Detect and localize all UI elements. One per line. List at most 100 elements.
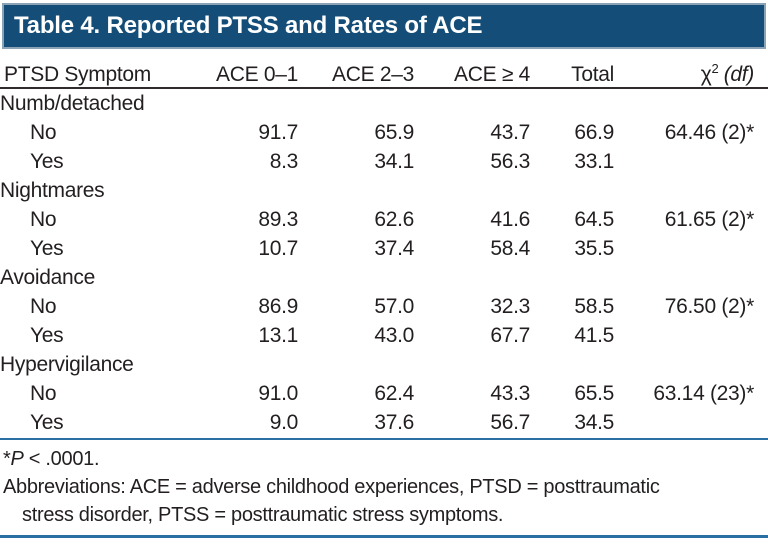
cell-chi-square <box>614 147 768 176</box>
chi-df-label: (df) <box>723 63 755 86</box>
cell-ace-0-1: 10.7 <box>258 237 298 260</box>
cell-ace-2-3 <box>298 350 414 379</box>
cell-ace-ge-4 <box>414 176 530 205</box>
cell-ace-ge-4: 43.3 <box>490 382 530 405</box>
cell-ace-2-3: 62.6 <box>374 208 414 231</box>
table-row: No 89.3 62.6 41.6 64.5 61.65 (2)* <box>0 205 768 234</box>
cell-ace-ge-4: 32.3 <box>490 295 530 318</box>
cell-ace-2-3 <box>298 88 414 118</box>
cell-ace-0-1 <box>210 88 298 118</box>
row-label: Yes <box>30 150 64 173</box>
cell-ace-ge-4: 56.3 <box>490 150 530 173</box>
cell-chi-square <box>614 263 768 292</box>
cell-total: 34.5 <box>574 411 614 434</box>
cell-ace-0-1: 86.9 <box>258 295 298 318</box>
cell-ace-0-1: 8.3 <box>269 150 299 173</box>
bottom-border-rule <box>0 535 768 538</box>
cell-ace-0-1: 91.7 <box>258 121 298 144</box>
cell-chi-square <box>614 350 768 379</box>
cell-ace-ge-4: 67.7 <box>490 324 530 347</box>
table-title-bar: Table 4. Reported PTSS and Rates of ACE <box>2 3 766 49</box>
significance-footnote: *P < .0001. <box>0 445 768 473</box>
col-header-ace-2-3: ACE 2–3 <box>298 52 414 89</box>
table-row: No 91.7 65.9 43.7 66.9 64.46 (2)* <box>0 118 768 147</box>
cell-chi-square <box>614 234 768 263</box>
significance-star: * <box>3 448 11 470</box>
table-row: Nightmares <box>0 176 768 205</box>
cell-ace-0-1: 91.0 <box>258 382 298 405</box>
cell-total <box>530 176 614 205</box>
cell-chi-square <box>614 176 768 205</box>
table-row: Yes 13.1 43.0 67.7 41.5 <box>0 321 768 350</box>
significance-p-symbol: P <box>10 448 24 470</box>
row-label: Numb/detached <box>0 92 145 115</box>
cell-chi-square: 63.14 (23)* <box>653 382 754 405</box>
cell-ace-ge-4 <box>414 263 530 292</box>
cell-total: 41.5 <box>574 324 614 347</box>
cell-ace-0-1 <box>210 176 298 205</box>
cell-ace-2-3 <box>298 176 414 205</box>
row-label: No <box>30 382 57 405</box>
cell-ace-2-3: 43.0 <box>374 324 414 347</box>
row-label: No <box>30 295 57 318</box>
table-title: Table 4. Reported PTSS and Rates of ACE <box>14 12 483 39</box>
cell-ace-ge-4: 43.7 <box>490 121 530 144</box>
row-label: Nightmares <box>0 179 105 202</box>
cell-total <box>530 263 614 292</box>
cell-chi-square: 61.65 (2)* <box>664 208 755 231</box>
cell-chi-square <box>614 321 768 350</box>
abbreviations-line-1: Abbreviations: ACE = adverse childhood e… <box>3 476 660 498</box>
cell-ace-2-3 <box>298 263 414 292</box>
cell-chi-square <box>614 408 768 437</box>
col-header-total: Total <box>530 52 614 89</box>
table-row: Avoidance <box>0 263 768 292</box>
cell-ace-0-1 <box>210 263 298 292</box>
row-label: Avoidance <box>0 266 95 289</box>
col-header-ptsd-symptom: PTSD Symptom <box>0 52 210 89</box>
cell-ace-2-3: 62.4 <box>374 382 414 405</box>
cell-ace-ge-4: 41.6 <box>490 208 530 231</box>
cell-ace-0-1: 13.1 <box>258 324 298 347</box>
cell-ace-ge-4 <box>414 350 530 379</box>
chi-symbol: χ <box>700 63 712 86</box>
cell-total: 33.1 <box>574 150 614 173</box>
cell-ace-ge-4: 58.4 <box>490 237 530 260</box>
table-row: Yes 9.0 37.6 56.7 34.5 <box>0 408 768 437</box>
abbreviations-line-2: stress disorder, PTSS = posttraumatic st… <box>22 504 504 526</box>
cell-chi-square: 76.50 (2)* <box>664 295 755 318</box>
table-row: No 86.9 57.0 32.3 58.5 76.50 (2)* <box>0 292 768 321</box>
cell-total: 35.5 <box>574 237 614 260</box>
col-header-ace-ge-4: ACE ≥ 4 <box>414 52 530 89</box>
cell-total: 65.5 <box>574 382 614 405</box>
table-header: PTSD Symptom ACE 0–1 ACE 2–3 ACE ≥ 4 Tot… <box>0 52 768 89</box>
cell-ace-0-1: 89.3 <box>258 208 298 231</box>
cell-ace-0-1 <box>210 350 298 379</box>
row-label: Yes <box>30 411 64 434</box>
footnotes-section: *P < .0001. Abbreviations: ACE = adverse… <box>0 438 768 529</box>
cell-chi-square: 64.46 (2)* <box>664 121 755 144</box>
col-header-ace-0-1: ACE 0–1 <box>210 52 298 89</box>
cell-total: 64.5 <box>574 208 614 231</box>
cell-total <box>530 88 614 118</box>
cell-ace-ge-4: 56.7 <box>490 411 530 434</box>
row-label: No <box>30 208 57 231</box>
cell-ace-0-1: 9.0 <box>269 411 299 434</box>
significance-value: < .0001. <box>23 448 100 470</box>
cell-ace-ge-4 <box>414 88 530 118</box>
ptss-ace-table: PTSD Symptom ACE 0–1 ACE 2–3 ACE ≥ 4 Tot… <box>0 52 768 437</box>
table-row: Hypervigilance <box>0 350 768 379</box>
cell-total: 58.5 <box>574 295 614 318</box>
table-row: Numb/detached <box>0 88 768 118</box>
col-header-chi-square: χ2 (df) <box>614 52 768 89</box>
cell-chi-square <box>614 88 768 118</box>
row-label: Yes <box>30 324 64 347</box>
cell-ace-2-3: 37.4 <box>374 237 414 260</box>
chi-superscript: 2 <box>711 61 719 76</box>
row-label: Yes <box>30 237 64 260</box>
table-row: Yes 10.7 37.4 58.4 35.5 <box>0 234 768 263</box>
cell-ace-2-3: 34.1 <box>374 150 414 173</box>
cell-total <box>530 350 614 379</box>
row-label: No <box>30 121 57 144</box>
cell-ace-2-3: 65.9 <box>374 121 414 144</box>
